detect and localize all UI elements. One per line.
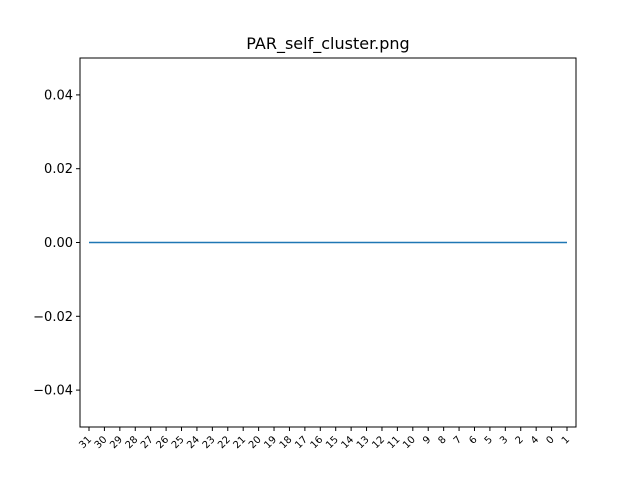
x-tick-label: 24: [185, 434, 202, 451]
x-tick-label: 30: [93, 434, 110, 451]
y-tick-label: 0.02: [44, 162, 73, 177]
x-tick-label: 3: [498, 434, 510, 446]
x-tick-label: 7: [452, 434, 464, 446]
x-tick-label: 17: [293, 434, 310, 451]
x-tick-label: 20: [247, 434, 264, 451]
x-tick-label: 15: [324, 434, 341, 451]
x-tick-label: 12: [370, 434, 387, 451]
chart-title: PAR_self_cluster.png: [246, 34, 409, 54]
x-tick-label: 23: [201, 434, 218, 451]
x-tick-label: 1: [560, 434, 572, 446]
x-tick-label: 21: [232, 434, 249, 451]
x-tick-label: 5: [483, 434, 495, 446]
x-tick-label: 19: [262, 434, 279, 451]
x-tick-label: 31: [77, 434, 94, 451]
x-tick-label: 18: [278, 434, 295, 451]
y-tick-label: 0.00: [44, 236, 73, 251]
x-tick-label: 16: [309, 434, 326, 451]
x-tick-label: 10: [401, 434, 418, 451]
x-tick-label: 11: [386, 434, 403, 451]
x-tick-label: 6: [467, 434, 479, 446]
x-tick-label: 29: [108, 434, 125, 451]
x-tick-label: 27: [139, 434, 156, 451]
x-axis: 3130292827262524232221201918171615141312…: [77, 427, 572, 451]
x-tick-label: 0: [544, 434, 556, 446]
x-tick-label: 26: [154, 434, 171, 451]
x-tick-label: 2: [514, 434, 526, 446]
y-tick-label: −0.02: [33, 310, 73, 325]
x-tick-label: 8: [436, 434, 448, 446]
x-tick-label: 13: [355, 434, 372, 451]
x-tick-label: 28: [124, 434, 141, 451]
x-tick-label: 22: [216, 434, 233, 451]
x-tick-label: 25: [170, 434, 187, 451]
x-tick-label: 14: [339, 434, 356, 451]
y-tick-label: 0.04: [44, 88, 73, 103]
x-tick-label: 9: [421, 434, 433, 446]
x-tick-label: 4: [529, 434, 541, 446]
y-axis: −0.04 −0.02 0.00 0.02 0.04: [33, 88, 80, 399]
y-tick-label: −0.04: [33, 384, 73, 399]
